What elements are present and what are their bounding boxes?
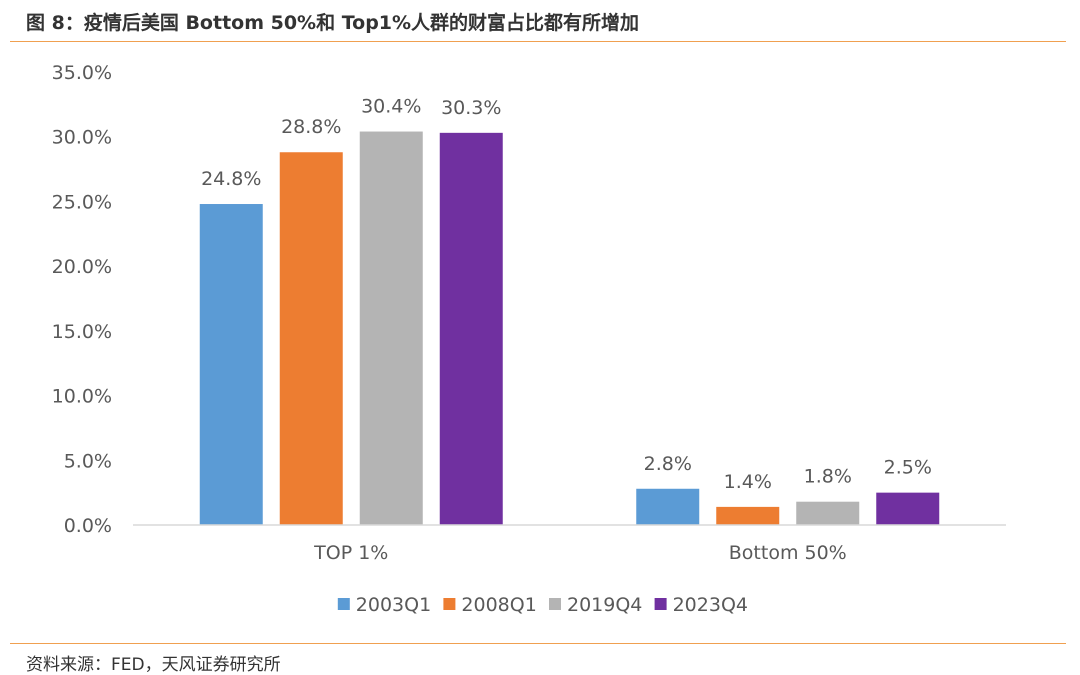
data-label: 30.4%: [361, 96, 421, 118]
legend-label: 2023Q4: [673, 594, 748, 616]
x-category-label: TOP 1%: [313, 542, 388, 564]
bars: 24.8% 28.8% 30.4% 30.3% 2.8% 1.4% 1.8% 2.5%: [199, 96, 940, 525]
source-note: 资料来源：FED，天风证券研究所: [26, 655, 281, 675]
bar: [796, 501, 860, 525]
data-label: 30.3%: [441, 97, 501, 119]
y-tick-label: 15.0%: [52, 321, 112, 343]
data-label: 1.4%: [724, 471, 772, 493]
data-label: 2.8%: [644, 453, 692, 475]
bar: [439, 132, 503, 525]
bar: [636, 488, 700, 525]
legend: 2003Q1 2008Q1 2019Q4 2023Q4: [337, 594, 748, 616]
legend-swatch: [443, 598, 456, 610]
bar: [876, 492, 940, 525]
legend-label: 2003Q1: [356, 594, 431, 616]
y-tick-label: 25.0%: [52, 191, 112, 213]
y-tick-label: 20.0%: [52, 256, 112, 278]
bar: [279, 152, 343, 525]
bar-chart: 0.0% 5.0% 10.0% 15.0% 20.0% 25.0% 30.0% 35.0% 2…: [52, 62, 1006, 616]
y-tick-label: 0.0%: [64, 515, 112, 537]
y-tick-label: 35.0%: [52, 62, 112, 84]
data-label: 24.8%: [201, 168, 261, 190]
legend-label: 2008Q1: [461, 594, 536, 616]
y-tick-label: 5.0%: [64, 450, 112, 472]
legend-swatch: [549, 598, 561, 610]
bar: [199, 204, 263, 525]
legend-swatch: [337, 598, 350, 610]
chart-title: 图 8：疫情后美国 Bottom 50%和 Top1%人群的财富占比都有所增加: [26, 12, 640, 34]
title-divider: [10, 41, 1066, 42]
x-category-label: Bottom 50%: [729, 542, 847, 564]
data-label: 28.8%: [281, 116, 341, 138]
footer-divider: [10, 643, 1066, 644]
bar: [716, 506, 780, 525]
y-tick-label: 10.0%: [52, 386, 112, 408]
legend-label: 2019Q4: [567, 594, 642, 616]
y-tick-label: 30.0%: [52, 127, 112, 149]
data-label: 1.8%: [804, 466, 852, 488]
data-label: 2.5%: [884, 457, 932, 479]
bar: [359, 131, 423, 525]
category-labels: TOP 1% Bottom 50%: [313, 542, 847, 564]
legend-swatch: [654, 598, 667, 610]
y-axis: 0.0% 5.0% 10.0% 15.0% 20.0% 25.0% 30.0% 35.0%: [52, 62, 112, 537]
